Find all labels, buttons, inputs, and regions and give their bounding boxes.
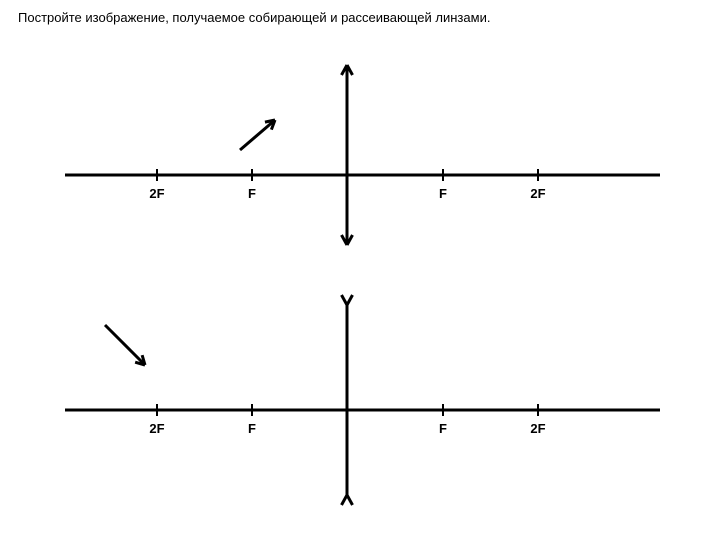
diverging-lens-diagram: 2F F F 2F [0, 290, 720, 500]
object-arrow-line [105, 325, 145, 365]
converging-lens-diagram: 2F F F 2F [0, 55, 720, 245]
focal-label: F [248, 186, 256, 201]
focal-label: 2F [149, 186, 164, 201]
focal-label: 2F [149, 421, 164, 436]
focal-label: F [248, 421, 256, 436]
object-arrow-line [240, 120, 275, 150]
page-title: Постройте изображение, получаемое собира… [18, 10, 490, 25]
focal-label: F [439, 186, 447, 201]
focal-label: 2F [530, 186, 545, 201]
converging-lens-svg: 2F F F 2F [0, 55, 720, 255]
focal-label: F [439, 421, 447, 436]
focal-label: 2F [530, 421, 545, 436]
diverging-lens-svg: 2F F F 2F [0, 290, 720, 510]
